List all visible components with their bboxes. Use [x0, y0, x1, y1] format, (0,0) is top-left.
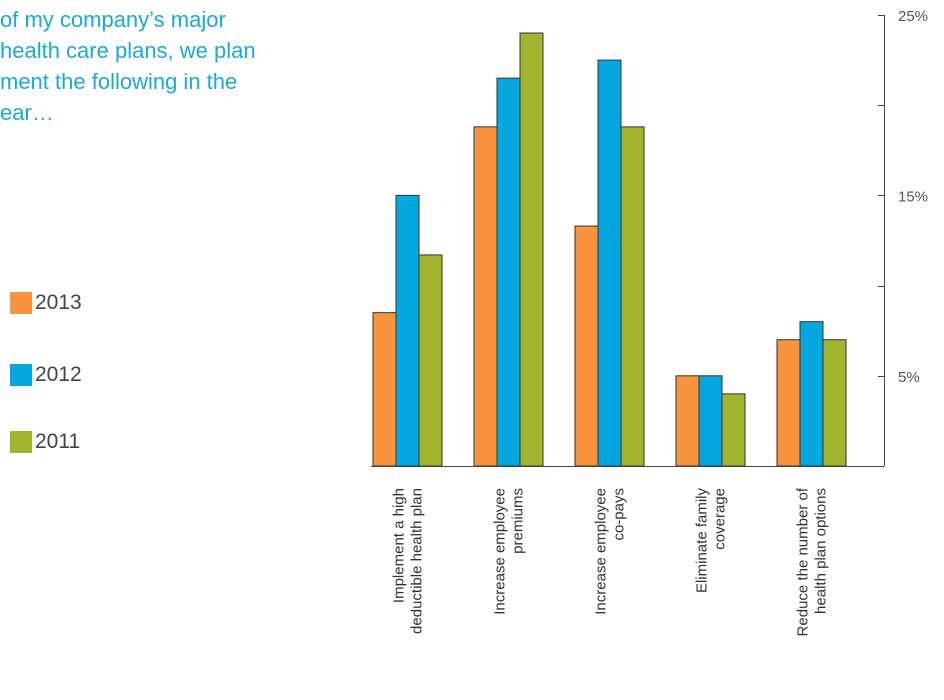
- bar-2012-2: [597, 59, 622, 467]
- x-category-label-line: Eliminate family: [694, 488, 711, 594]
- legend-label: 2012: [35, 363, 82, 386]
- x-category-label-line: Increase employee: [593, 488, 610, 615]
- legend-swatch: [10, 431, 32, 453]
- bar-2012-4: [799, 321, 824, 467]
- bar-2011-1: [519, 32, 544, 467]
- legend-item-2013: 2013: [10, 291, 82, 315]
- x-category-label-line: coverage: [712, 488, 729, 550]
- bar-2011-2: [620, 126, 645, 467]
- bar-2013-0: [372, 312, 397, 467]
- title-line: ear…: [0, 100, 54, 125]
- title-line: ment the following in the: [0, 69, 238, 94]
- bar-2011-0: [418, 254, 443, 467]
- x-category-label: Reduce the number ofhealth plan options: [795, 487, 830, 636]
- x-category-label: Implement a highdeductible health plan: [391, 488, 426, 634]
- x-category-label-line: co-pays: [611, 488, 628, 541]
- x-category-label-line: premiums: [510, 488, 527, 554]
- bar-2013-3: [675, 375, 700, 467]
- x-category-label-line: Increase employee: [492, 488, 509, 615]
- title-line: of my company’s major: [0, 7, 226, 32]
- bar-2012-1: [496, 77, 521, 467]
- bar-2013-1: [473, 126, 498, 467]
- bar-2011-3: [721, 393, 746, 467]
- x-category-label: Increase employeepremiums: [492, 488, 527, 615]
- legend-label: 2013: [35, 291, 82, 314]
- legend-swatch: [10, 364, 32, 386]
- bar-2013-4: [776, 339, 801, 467]
- x-category-label-line: health plan options: [813, 488, 830, 614]
- legend-label: 2011: [35, 430, 81, 453]
- x-category-label: Eliminate familycoverage: [694, 488, 729, 594]
- chart-title: of my company’s major health care plans,…: [0, 4, 345, 128]
- y-tick-label: 5%: [898, 369, 920, 386]
- title-line: health care plans, we plan: [0, 38, 256, 63]
- bar-2011-4: [822, 339, 847, 467]
- legend-swatch: [10, 292, 32, 314]
- y-tick-label: 15%: [898, 188, 928, 205]
- legend-item-2011: 2011: [10, 430, 80, 454]
- x-category-label: Increase employeeco-pays: [593, 488, 628, 615]
- bar-2012-0: [395, 194, 420, 467]
- bar-2012-3: [698, 375, 723, 467]
- x-category-label-line: deductible health plan: [409, 488, 426, 634]
- x-category-label-line: Reduce the number of: [795, 487, 812, 636]
- legend-item-2012: 2012: [10, 363, 82, 387]
- y-tick-label: 25%: [898, 8, 928, 25]
- bar-2013-2: [574, 225, 599, 467]
- x-category-label-line: Implement a high: [391, 488, 408, 603]
